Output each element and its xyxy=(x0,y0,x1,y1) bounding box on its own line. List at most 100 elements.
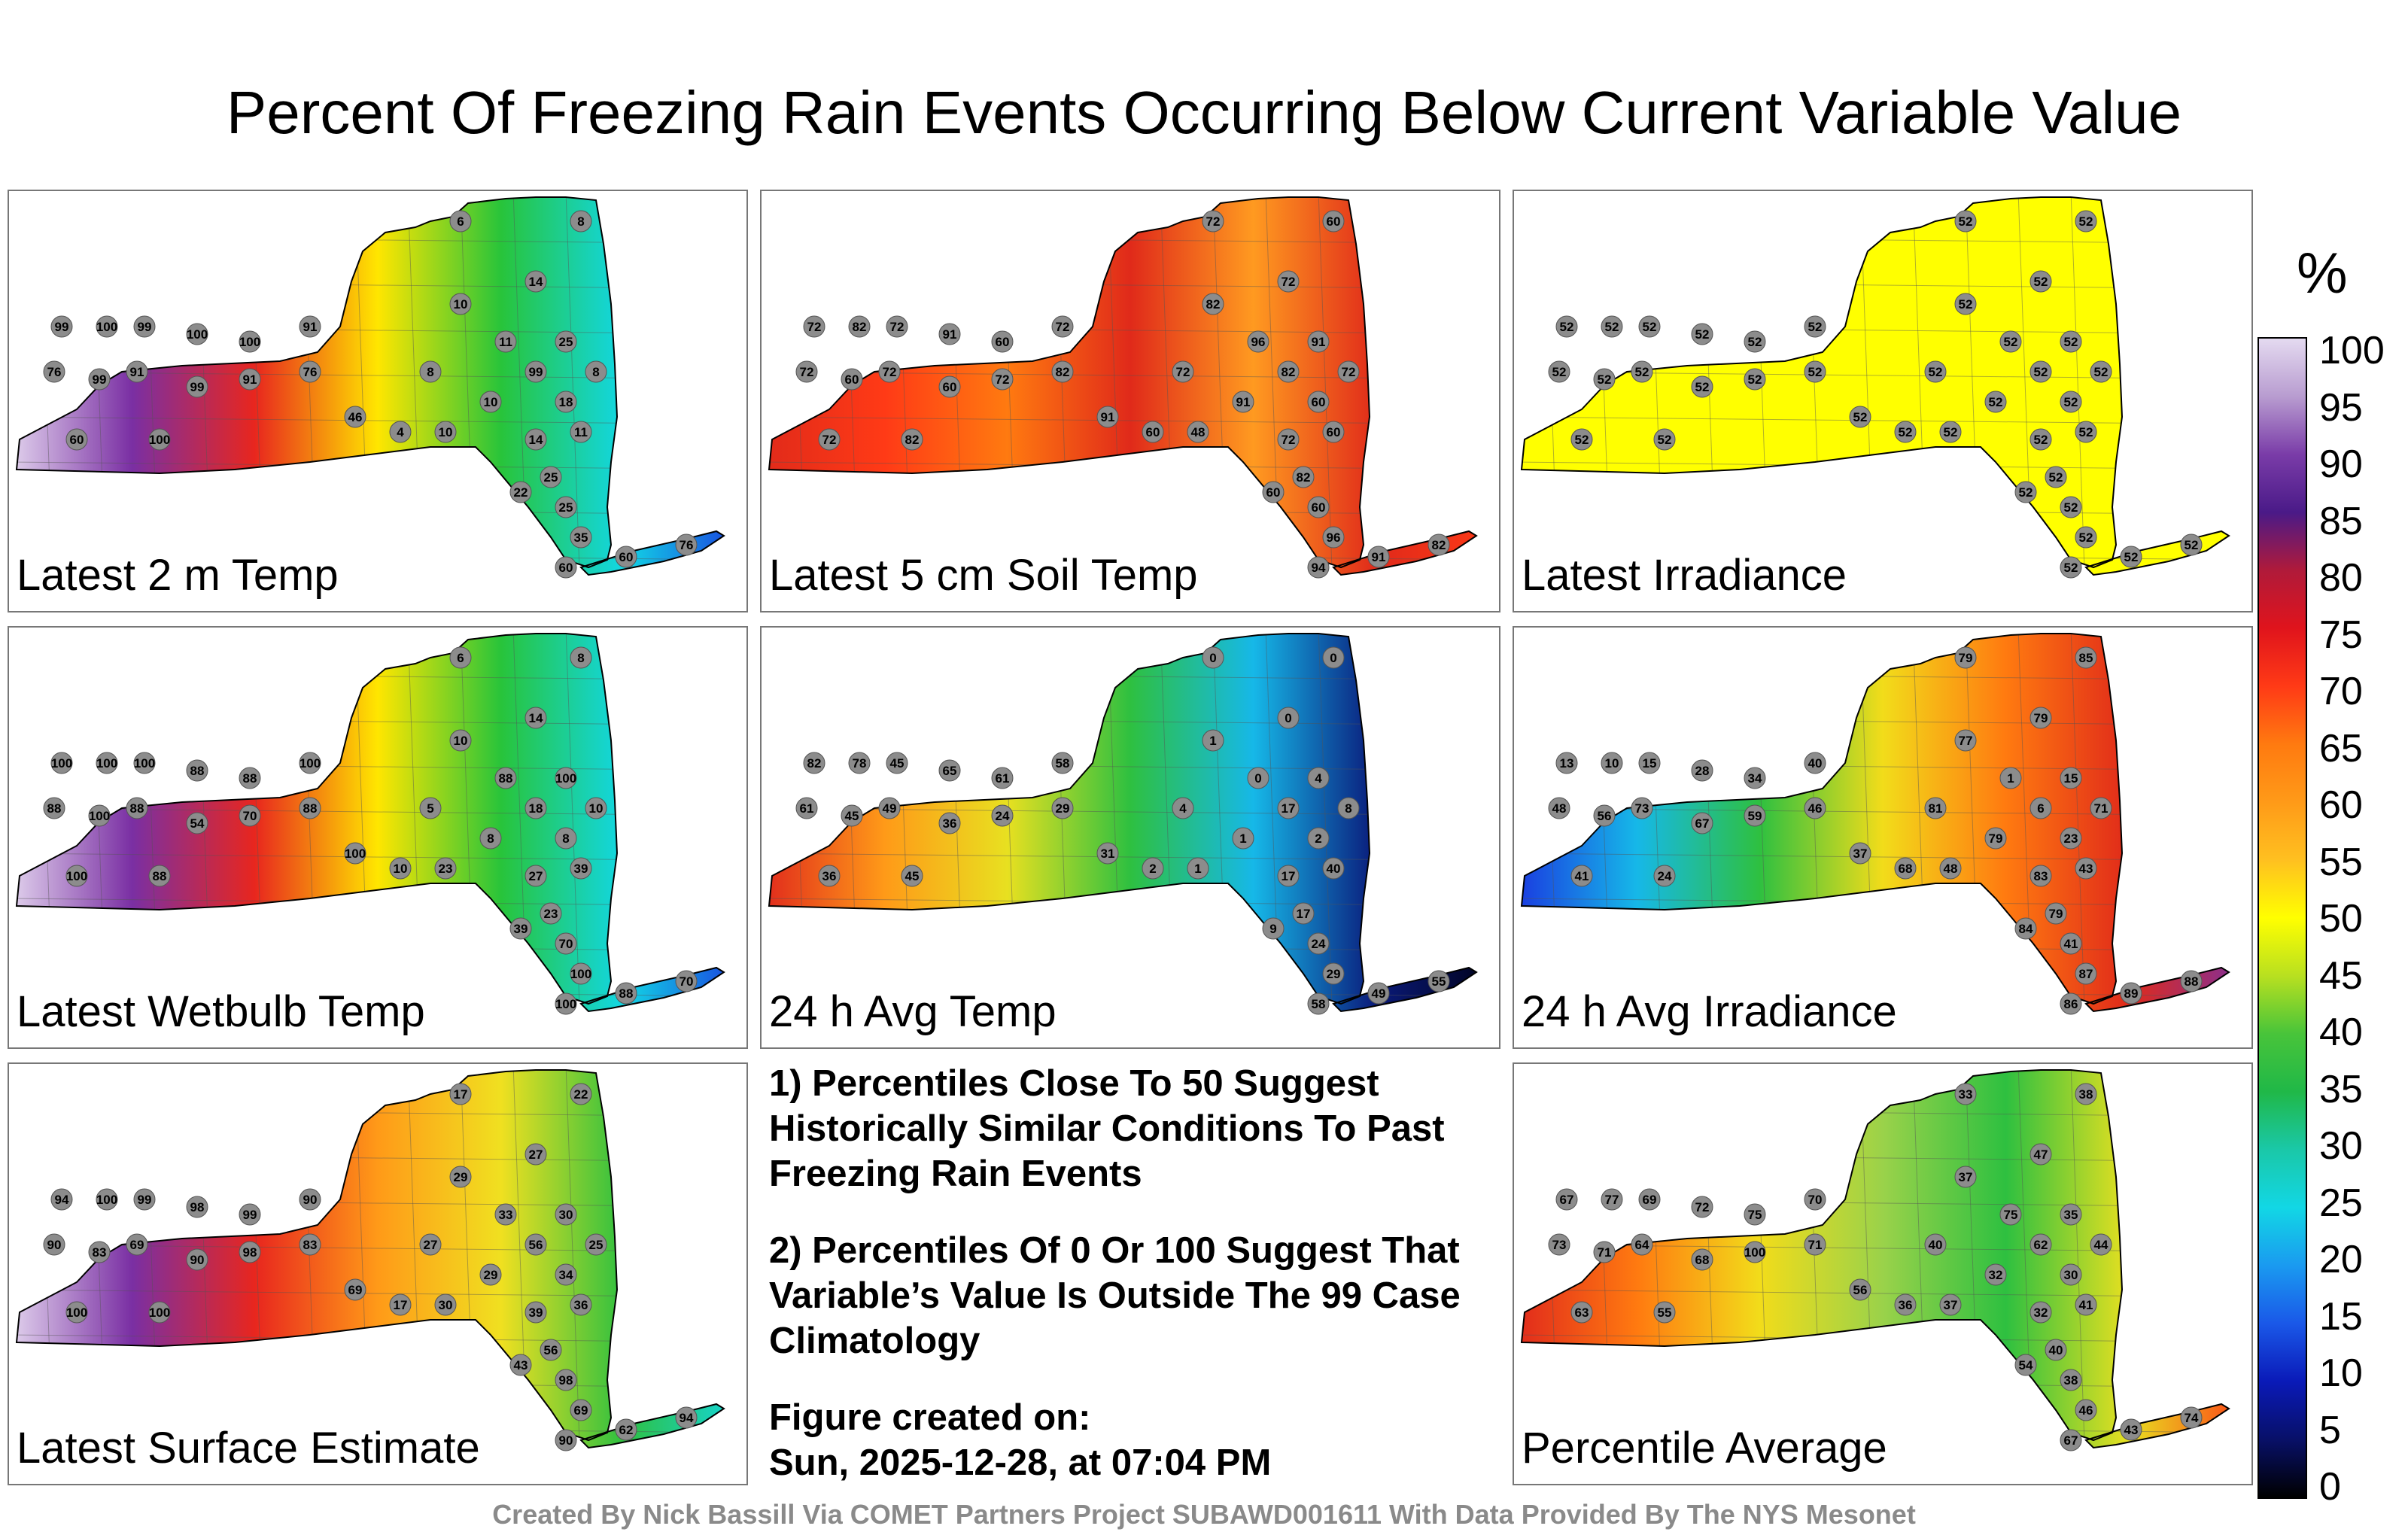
station-value: 45 xyxy=(890,756,905,771)
station-dot xyxy=(615,982,637,1005)
station-dot xyxy=(2120,546,2142,568)
station-dot xyxy=(449,293,472,315)
station-value: 24 xyxy=(996,809,1010,823)
station-value: 52 xyxy=(2094,365,2109,379)
station-marker: 41 xyxy=(2060,932,2082,955)
station-dot xyxy=(555,496,577,518)
station-dot xyxy=(524,428,547,451)
station-dot xyxy=(675,533,698,556)
station-dot xyxy=(570,1293,592,1316)
colorbar-unit: % xyxy=(2297,242,2348,305)
station-value: 30 xyxy=(559,1208,573,1222)
station-marker: 60 xyxy=(1142,421,1164,443)
station-dot xyxy=(524,1233,547,1256)
station-marker: 72 xyxy=(1691,1196,1713,1218)
station-dot xyxy=(2120,1418,2142,1441)
station-dot xyxy=(570,210,592,233)
station-value: 99 xyxy=(529,365,543,379)
station-dot xyxy=(344,406,366,428)
station-marker: 52 xyxy=(2060,391,2082,413)
county-line xyxy=(1543,197,1560,575)
station-dot xyxy=(148,1301,171,1324)
colorbar-tick-label: 45 xyxy=(2319,953,2363,998)
station-dot xyxy=(818,865,841,887)
station-marker: 48 xyxy=(1939,857,1962,880)
station-marker: 33 xyxy=(494,1203,517,1226)
station-dot xyxy=(818,428,841,451)
station-marker: 41 xyxy=(1570,865,1593,887)
station-value: 14 xyxy=(529,275,543,289)
station-dot xyxy=(2075,1399,2097,1421)
station-value: 67 xyxy=(1695,816,1710,831)
station-marker: 69 xyxy=(126,1233,148,1256)
station-marker: 72 xyxy=(1277,270,1300,293)
station-value: 56 xyxy=(544,1343,558,1357)
station-marker: 88 xyxy=(2180,970,2203,992)
station-marker: 65 xyxy=(938,759,961,782)
station-value: 60 xyxy=(619,550,634,564)
station-value: 10 xyxy=(454,734,468,748)
station-dot xyxy=(555,932,577,955)
station-dot xyxy=(1367,982,1390,1005)
station-value: 60 xyxy=(1312,395,1326,409)
colorbar-tick-label: 50 xyxy=(2319,897,2363,941)
station-marker: 40 xyxy=(1322,857,1345,880)
station-dot xyxy=(1337,797,1360,819)
station-value: 60 xyxy=(1266,485,1281,500)
station-marker: 37 xyxy=(1849,842,1871,865)
station-dot xyxy=(2075,857,2097,880)
station-value: 32 xyxy=(1989,1268,2003,1282)
station-value: 88 xyxy=(243,771,257,786)
station-value: 88 xyxy=(47,801,62,816)
station-dot xyxy=(1653,865,1676,887)
station-value: 52 xyxy=(1944,425,1958,439)
station-dot xyxy=(1277,270,1300,293)
station-dot xyxy=(1638,315,1661,338)
station-value: 18 xyxy=(559,395,573,409)
station-marker: 52 xyxy=(2075,421,2097,443)
long-island-outline xyxy=(579,966,725,1013)
station-dot xyxy=(2075,1083,2097,1105)
station-marker: 52 xyxy=(2045,466,2067,488)
station-marker: 90 xyxy=(186,1248,208,1271)
station-value: 25 xyxy=(589,1238,604,1252)
station-value: 39 xyxy=(529,1306,543,1320)
station-value: 100 xyxy=(555,771,576,786)
station-marker: 36 xyxy=(938,812,961,834)
station-dot xyxy=(1939,1293,1962,1316)
station-marker: 25 xyxy=(540,466,562,488)
station-dot xyxy=(555,1369,577,1391)
station-value: 52 xyxy=(1929,365,1943,379)
station-value: 52 xyxy=(1899,425,1913,439)
station-value: 90 xyxy=(47,1238,62,1252)
station-marker: 52 xyxy=(1804,360,1826,383)
station-value: 5 xyxy=(427,801,433,816)
station-value: 100 xyxy=(96,1193,117,1207)
station-dot xyxy=(1322,526,1345,549)
station-value: 73 xyxy=(1552,1238,1567,1252)
station-dot xyxy=(1744,767,1766,789)
station-marker: 99 xyxy=(133,1188,156,1211)
station-value: 52 xyxy=(2034,275,2048,289)
station-marker: 52 xyxy=(2075,526,2097,549)
station-value: 0 xyxy=(1209,651,1216,665)
station-marker: 82 xyxy=(901,428,923,451)
station-marker: 8 xyxy=(419,360,442,383)
station-dot xyxy=(1548,360,1570,383)
station-value: 36 xyxy=(1899,1298,1913,1312)
station-marker: 35 xyxy=(2060,1203,2082,1226)
station-marker: 94 xyxy=(1307,556,1330,579)
station-value: 100 xyxy=(345,847,366,861)
station-dot xyxy=(1172,797,1194,819)
station-dot xyxy=(555,1263,577,1286)
station-marker: 72 xyxy=(991,368,1014,391)
station-value: 52 xyxy=(1808,365,1823,379)
station-dot xyxy=(524,270,547,293)
station-value: 83 xyxy=(303,1238,318,1252)
station-dot xyxy=(1247,330,1269,353)
station-dot xyxy=(2014,917,2037,940)
station-marker: 54 xyxy=(2014,1354,2037,1376)
station-dot xyxy=(570,962,592,985)
station-dot xyxy=(186,1248,208,1271)
station-value: 24 xyxy=(1658,869,1672,883)
